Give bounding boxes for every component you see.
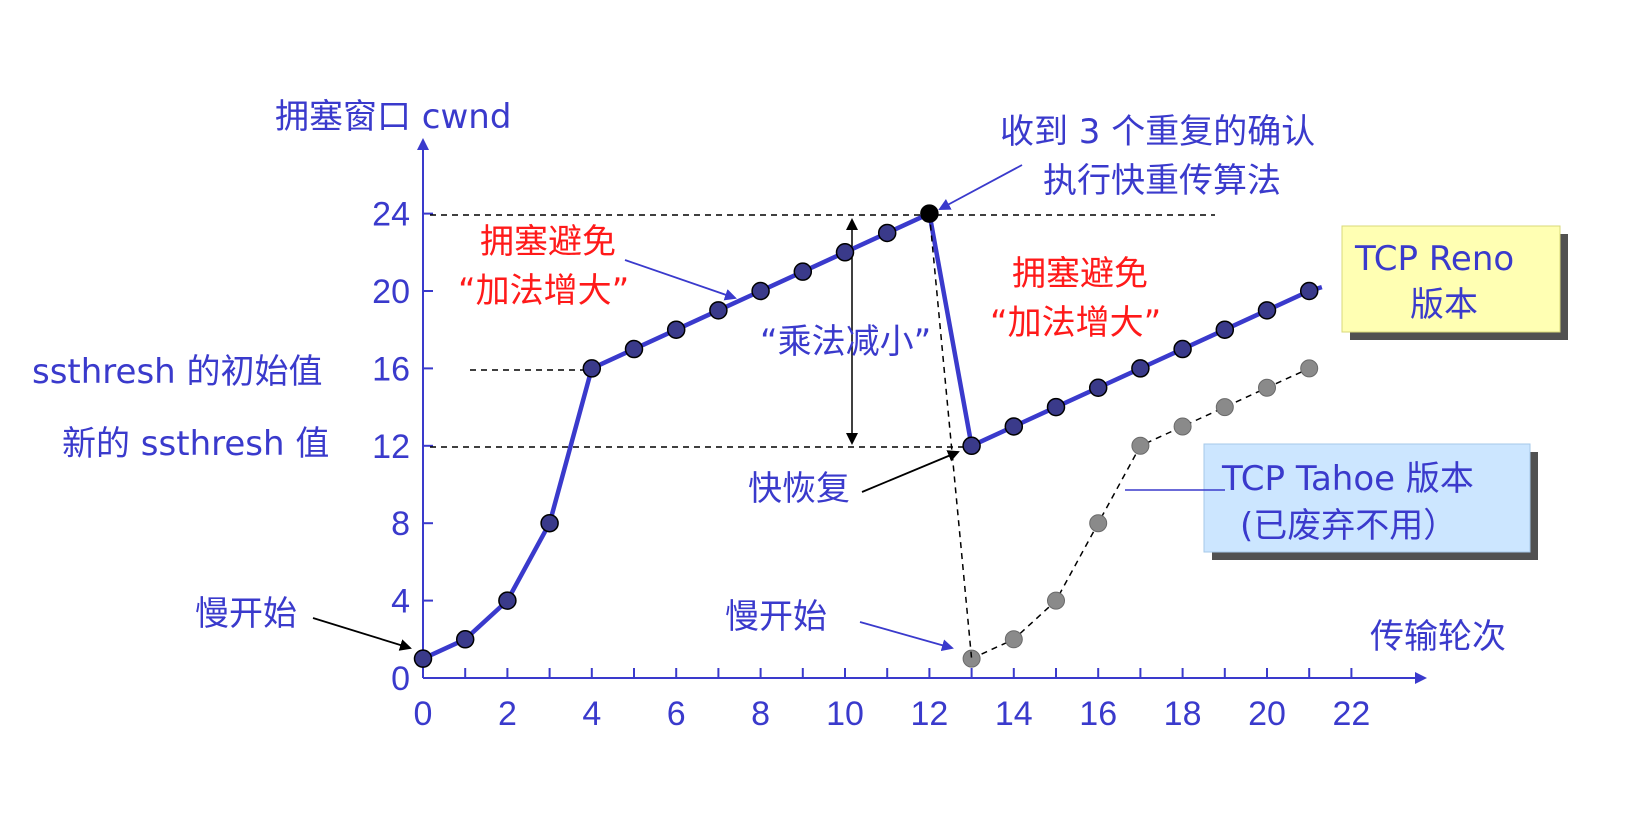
x-tick-label: 4 <box>582 695 601 733</box>
reno-point <box>1004 417 1024 436</box>
congestion-avoid-2-line2: “加法增大” <box>990 303 1161 343</box>
tahoe-point <box>1300 359 1319 378</box>
y-tick-label: 0 <box>391 660 410 698</box>
ssthresh-new-label: 新的 ssthresh 值 <box>62 424 329 464</box>
tahoe-box-line2: (已废弃不用） <box>1240 506 1457 546</box>
x-tick-label: 2 <box>498 695 517 733</box>
reno-point <box>540 513 559 533</box>
y-axis-label: 拥塞窗口 cwnd <box>275 97 511 137</box>
x-tick-label: 6 <box>667 695 686 733</box>
y-tick-label: 20 <box>372 273 410 311</box>
slow-start-label-2: 慢开始 <box>725 597 827 637</box>
reno-point <box>793 262 813 281</box>
reno-point <box>455 630 475 649</box>
reno-point <box>751 281 770 301</box>
reno-series <box>413 204 1323 668</box>
x-tick-label: 0 <box>414 695 433 733</box>
dup-ack-label-line1: 收到 3 个重复的确认 <box>1000 112 1315 152</box>
congestion-avoid-2-line1: 拥塞避免 <box>1012 254 1148 294</box>
reno-point <box>709 301 728 320</box>
x-tick-label: 8 <box>751 695 770 733</box>
x-tick-label: 12 <box>910 695 948 733</box>
slow-start-pointer-2 <box>859 621 954 652</box>
reno-point <box>666 320 686 339</box>
x-axis-label: 传输轮次 <box>1370 617 1506 657</box>
congestion-avoid-1-line2: “加法增大” <box>458 271 629 311</box>
tahoe-legend-box: TCP Tahoe 版本 (已废弃不用） <box>1203 443 1538 560</box>
y-tick-label: 16 <box>372 350 410 388</box>
reno-point <box>413 649 433 668</box>
slow-start-label-1: 慢开始 <box>195 594 297 634</box>
reno-point <box>1173 339 1192 359</box>
dup-ack-label-line2: 执行快重传算法 <box>1043 161 1281 201</box>
congestion-avoid-1-pointer <box>624 259 737 301</box>
dup-ack-pointer <box>938 164 1023 210</box>
reno-point <box>962 436 981 456</box>
y-tick-label: 24 <box>372 196 410 234</box>
reno-point <box>1131 359 1150 378</box>
x-tick-label: 18 <box>1164 695 1202 733</box>
reno-point <box>498 591 517 610</box>
multiplicative-decrease-label: “乘法减小” <box>760 322 931 362</box>
tahoe-drop-line <box>928 213 973 659</box>
fast-recovery-pointer <box>861 450 960 493</box>
reno-box-line2: 版本 <box>1410 285 1478 325</box>
reno-point <box>835 243 855 262</box>
reno-point <box>1299 281 1319 301</box>
ssthresh-initial-label: ssthresh 的初始值 <box>32 352 323 392</box>
tahoe-point <box>1004 630 1023 649</box>
x-tick-label: 10 <box>826 695 864 733</box>
tahoe-point <box>962 649 981 668</box>
y-tick-label: 12 <box>372 428 410 466</box>
tahoe-box-line1: TCP Tahoe 版本 <box>1221 459 1474 499</box>
tahoe-point <box>1258 378 1276 397</box>
congestion-avoid-1-line1: 拥塞避免 <box>480 222 616 262</box>
y-tick-label: 4 <box>391 583 410 621</box>
reno-point <box>877 223 897 243</box>
fast-recovery-label: 快恢复 <box>748 469 850 509</box>
y-tick-label: 8 <box>391 505 410 543</box>
tahoe-point <box>1131 436 1150 455</box>
slow-start-pointer-1 <box>312 617 412 651</box>
x-ticks: 0 2 4 6 8 10 12 14 16 18 20 22 <box>414 668 1370 733</box>
reno-point <box>1215 320 1235 339</box>
reno-box-line1: TCP Reno <box>1354 239 1514 279</box>
reno-legend-box: TCP Reno 版本 <box>1341 225 1568 340</box>
tahoe-point <box>1047 591 1065 610</box>
x-tick-label: 22 <box>1332 695 1370 733</box>
reno-point <box>1257 301 1277 320</box>
tahoe-series <box>962 359 1319 668</box>
reno-point <box>1088 378 1108 397</box>
tahoe-point <box>1215 398 1234 417</box>
reno-point <box>624 339 644 359</box>
x-tick-label: 14 <box>995 695 1033 733</box>
tahoe-point <box>1173 417 1192 436</box>
reno-point <box>582 359 602 378</box>
y-ticks: 0 4 8 12 16 20 24 <box>372 196 433 698</box>
x-tick-label: 16 <box>1079 695 1117 733</box>
reno-point <box>1046 397 1066 417</box>
x-tick-label: 20 <box>1248 695 1286 733</box>
tahoe-point <box>1089 514 1108 533</box>
